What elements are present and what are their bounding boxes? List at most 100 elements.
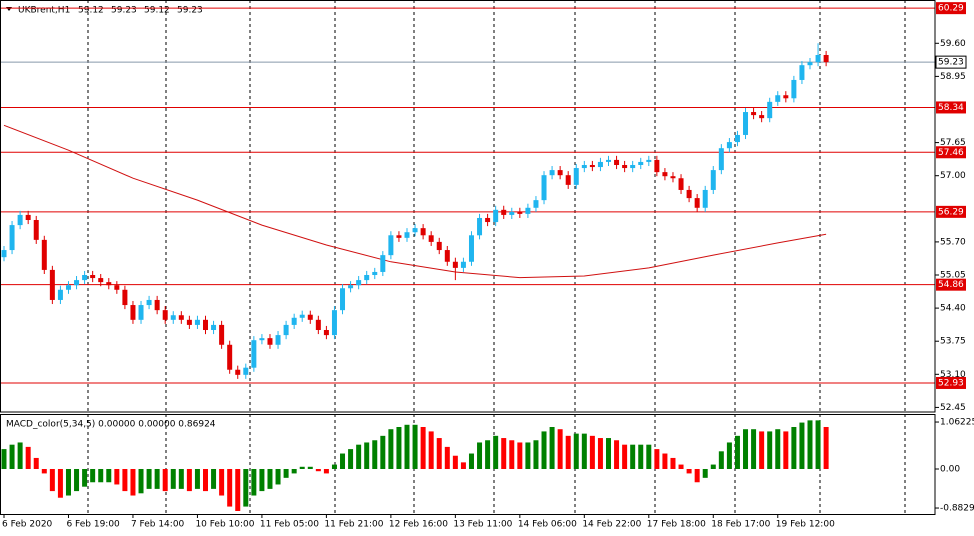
y-tick-label: -0.88292 [940,504,974,514]
candle-body [823,55,829,63]
candle-body [743,112,749,135]
macd-bar [372,440,378,469]
header-price: 59.23 [177,6,203,16]
macd-bar [654,449,660,469]
macd-bar [726,442,732,469]
macd-bar [98,468,104,483]
candle-body [227,344,233,370]
macd-bar [49,468,55,492]
candle-body [477,217,483,236]
level-label: 60.29 [938,4,964,14]
x-tick-label: 18 Feb 17:00 [711,520,770,530]
y-tick-label: 58.95 [940,72,966,82]
macd-bar [412,424,418,469]
candle-body [444,250,450,262]
macd-bar [33,457,39,469]
candle-body [775,95,781,102]
macd-bar [227,468,233,507]
candle-body [90,275,96,279]
candle-body [638,161,644,166]
candle-body [122,289,128,306]
x-tick-label: 14 Feb 22:00 [582,520,641,530]
x-tick-label: 12 Feb 16:00 [389,520,448,530]
macd-bar [25,446,31,469]
macd-bar [259,468,265,492]
macd-bar [686,468,692,474]
y-tick-label: 53.75 [940,337,966,347]
candle-body [726,142,732,149]
candle-body [799,65,805,80]
candle-body [138,305,144,320]
macd-bar [364,442,370,469]
macd-bar [573,433,579,469]
level-label: 52.93 [938,378,964,388]
candle-body [557,170,563,176]
macd-bar [485,440,491,469]
macd-bar [581,433,587,469]
candle-body [549,170,555,176]
candle-body [162,310,168,320]
candle-body [372,271,378,276]
macd-bar [767,431,773,469]
macd-bar [130,468,136,496]
candle-body [380,255,386,272]
macd-bar [646,444,652,469]
macd-bar [1,449,7,469]
macd-bar [734,435,740,469]
macd-bar [533,440,539,469]
macd-bar [41,468,47,474]
candle-body [170,315,176,320]
macd-bar [106,468,112,483]
macd-bar [356,444,362,469]
macd-bar [146,468,152,489]
candle-body [106,282,112,286]
macd-bar [138,468,144,494]
candle-body [767,101,773,119]
y-tick-label: 54.40 [940,304,966,314]
candle-body [468,235,474,262]
candle-body [364,275,370,281]
candle-body [589,165,595,168]
macd-bar [468,453,474,469]
candle-body [388,235,394,256]
macd-bar [477,442,483,469]
candle-body [194,319,200,325]
candle-body [307,314,313,320]
candle-body [501,209,507,215]
macd-bar [751,429,757,469]
macd-bar [65,468,71,496]
candle-body [203,319,208,331]
y-tick-label: 57.00 [940,171,966,181]
candle-body [614,159,620,166]
candle-body [41,239,47,270]
bid-label-box [935,55,967,69]
candle-body [694,198,700,208]
x-tick-label: 11 Feb 21:00 [324,520,383,530]
candle-body [678,178,684,190]
y-tick-label: 59.60 [940,39,966,49]
candle-body [420,228,426,236]
candle-body [597,161,603,168]
y-tick-label: 57.65 [940,138,966,148]
macd-bar [90,468,96,483]
candle-body [606,159,611,162]
macd-bar [638,444,644,469]
macd-bar [211,468,217,489]
x-tick-label: 11 Feb 05:00 [260,520,319,530]
macd-bar [460,462,466,469]
macd-bar [815,420,821,469]
x-tick-label: 7 Feb 14:00 [131,520,185,530]
macd-bar [493,435,499,469]
moving-average [3,124,827,279]
candle-body [356,280,362,286]
candle-body [509,211,515,215]
candle-body [1,250,7,258]
macd-bar [283,468,289,478]
macd-bar [396,426,402,469]
candle-body [412,228,418,233]
candle-body [565,175,571,185]
x-tick-label: 19 Feb 12:00 [776,520,835,530]
header-price: 59.23 [111,6,137,16]
macd-bar [444,446,450,469]
